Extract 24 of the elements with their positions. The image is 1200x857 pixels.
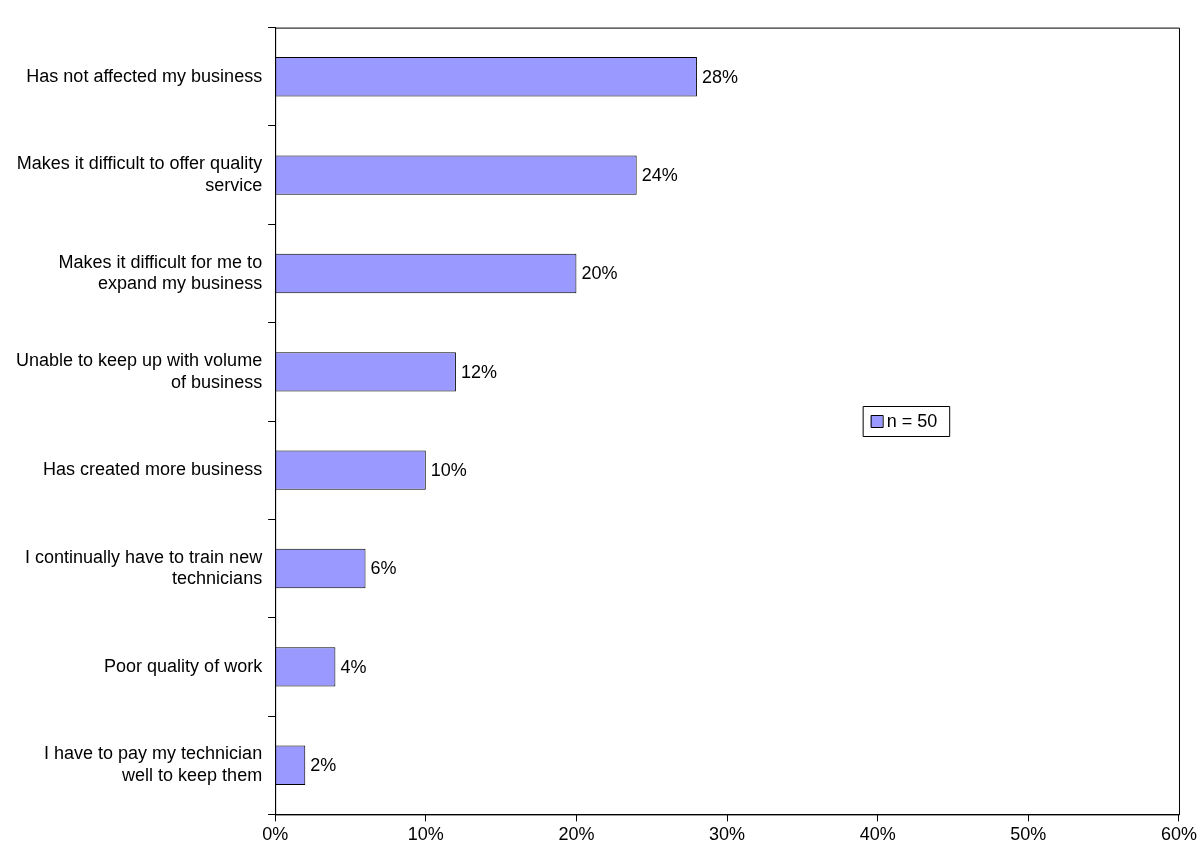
data-label: 4%: [340, 656, 367, 677]
y-tick-label: I continually have to train new technicians: [25, 546, 264, 589]
data-label: 28%: [701, 66, 738, 87]
y-tick-label: Unable to keep up with volume of business: [15, 349, 263, 392]
y-tick-label: I have to pay my technician well to keep them: [44, 743, 263, 785]
data-label: 24%: [641, 165, 678, 186]
y-tick-label: Has created more business: [43, 459, 263, 480]
legend-label: n = 50: [886, 410, 938, 431]
x-tick-label: 30%: [709, 824, 746, 845]
y-tick-label: Has not affected my business: [26, 65, 263, 86]
data-label: 20%: [581, 263, 618, 284]
y-tick-label: Poor quality of work: [104, 655, 264, 676]
y-tick-label: Makes it difficult for me to expand my business: [58, 251, 263, 294]
y-tick-label: Makes it difficult to offer quality service: [16, 153, 263, 195]
data-label: 12%: [460, 361, 497, 382]
data-label: 6%: [370, 558, 397, 579]
x-tick-label: 10%: [407, 824, 444, 845]
data-label: 2%: [310, 755, 337, 776]
x-tick-label: 0%: [262, 824, 289, 845]
x-tick-label: 40%: [859, 824, 896, 845]
x-tick-label: 20%: [558, 824, 595, 845]
x-tick-label: 60%: [1160, 824, 1197, 845]
x-tick-label: 50%: [1010, 824, 1047, 845]
data-label: 10%: [430, 460, 467, 481]
